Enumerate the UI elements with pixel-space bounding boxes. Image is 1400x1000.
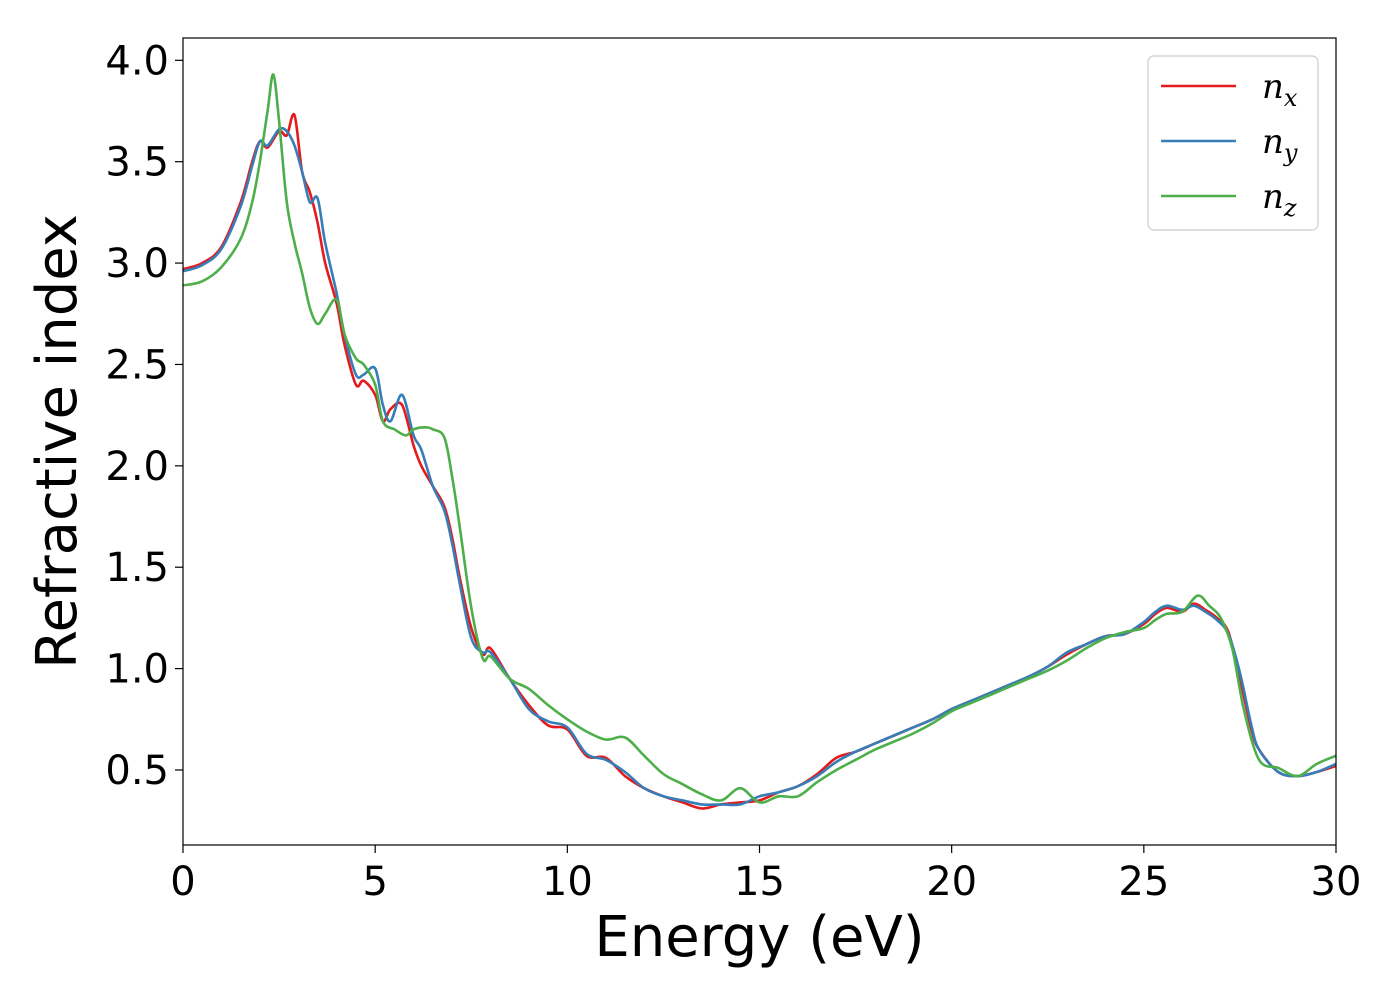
series-layer (183, 73, 1336, 810)
x-tick-label: 20 (926, 859, 977, 905)
y-tick-label: 3.0 (105, 241, 169, 287)
legend-label: ny (1262, 122, 1298, 167)
y-tick-label: 1.5 (105, 545, 169, 591)
y-axis-title: Refractive index (25, 214, 90, 669)
series-line-n-z (183, 73, 1336, 804)
x-tick-label: 0 (170, 859, 195, 905)
series-line-n-y (183, 126, 1336, 807)
x-axis-title: Energy (eV) (594, 905, 924, 970)
legend-label: nz (1262, 177, 1297, 222)
y-tick-label: 1.0 (105, 647, 169, 693)
x-tick-label: 10 (542, 859, 593, 905)
x-tick-label: 5 (362, 859, 387, 905)
y-tick-label: 0.5 (105, 748, 169, 794)
y-tick-label: 4.0 (105, 38, 169, 84)
x-tick-label: 15 (734, 859, 785, 905)
y-tick-label: 2.0 (105, 444, 169, 490)
legend-label: nx (1262, 67, 1298, 112)
legend-box (1147, 55, 1319, 231)
y-tick-label: 3.5 (105, 140, 169, 186)
x-tick-label: 30 (1311, 859, 1362, 905)
ticks-layer: 0 5 10 15 20 25 30 0.5 1.0 1.5 2.0 2.5 3.0 3.5 4.0 (105, 38, 1361, 905)
y-tick-label: 2.5 (105, 342, 169, 388)
x-tick-label: 25 (1118, 859, 1169, 905)
legend: nx ny nz (1147, 55, 1319, 231)
